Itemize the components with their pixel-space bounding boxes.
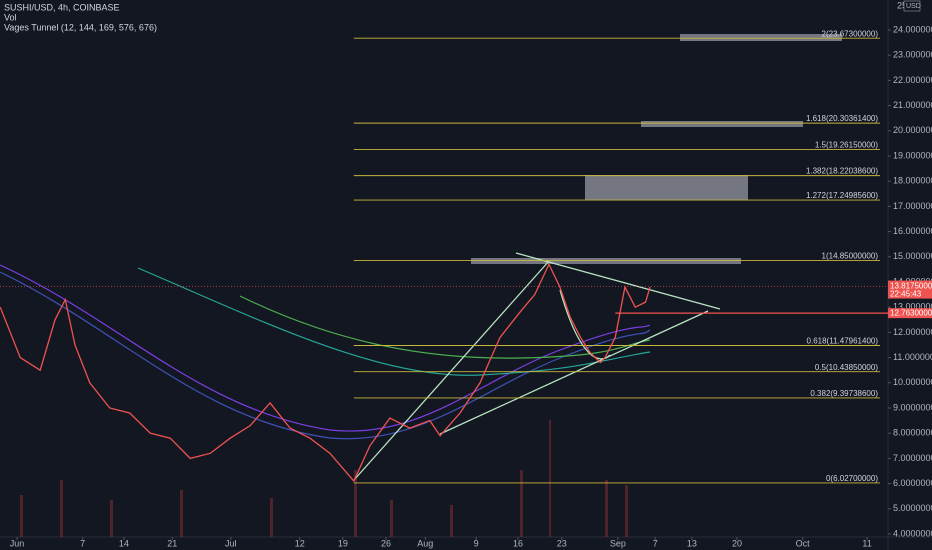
x-tick-label: 21: [167, 538, 177, 548]
y-tick-label: 22.00000000: [893, 75, 932, 85]
last-price-label: 13.81750000: [890, 282, 932, 291]
x-tick-label: 16: [513, 538, 523, 548]
x-tick-label: 9: [474, 538, 479, 548]
tunnel-ema: [0, 264, 651, 432]
y-tick-label: 18.00000000: [893, 176, 932, 186]
zone: [641, 121, 803, 127]
currency-badge[interactable]: [903, 0, 921, 12]
x-tick-label: Oct: [796, 538, 811, 548]
x-tick-label: 19: [338, 538, 348, 548]
zone: [585, 175, 748, 200]
volume-bars: [20, 420, 628, 537]
x-tick-label: 12: [295, 538, 305, 548]
y-tick-label: 4.00000000: [893, 528, 932, 538]
x-tick-label: Jul: [225, 538, 237, 548]
fib-label: 0(6.02700000): [826, 474, 878, 483]
y-tick-label: 15.00000000: [893, 251, 932, 261]
fib-label: 1.5(19.26150000): [815, 141, 879, 150]
tunnel-ema: [239, 295, 651, 359]
y-tick-label: 13.00000000: [893, 302, 932, 312]
x-tick-label: 23: [557, 538, 567, 548]
y-tick-label: 16.00000000: [893, 226, 932, 236]
last-price-tag: [888, 280, 932, 299]
x-tick-label: 7: [80, 538, 85, 548]
y-tick-label: 7.00000000: [893, 453, 932, 463]
volume-label: Vol: [4, 12, 17, 22]
y-tick-label: 10.00000000: [893, 377, 932, 387]
y-tick-label: 9.00000000: [893, 402, 932, 412]
zone: [680, 34, 842, 41]
y-tick-label: 12.00000000: [893, 327, 932, 337]
indicator-label: Vages Tunnel (12, 144, 169, 576, 676): [4, 22, 157, 32]
fib-label: 1(14.85000000): [822, 252, 879, 261]
price-line: [0, 262, 651, 483]
pattern-curve: [559, 289, 611, 360]
y-tick-label: 20.00000000: [893, 125, 932, 135]
trendline: [439, 310, 709, 435]
y-tick-label: 23.00000000: [893, 50, 932, 60]
level-label: 12.76300000: [890, 308, 932, 317]
fib-label: 0.382(9.39738600): [810, 389, 878, 398]
level-tag: [888, 308, 932, 319]
fib-label: 1.618(20.30361400): [806, 114, 878, 123]
fib-label: 2(23.67300000): [822, 29, 879, 38]
y-tick-label: 8.00000000: [893, 428, 932, 438]
x-tick-label: 13: [687, 538, 697, 548]
currency[interactable]: USD: [906, 3, 921, 10]
y-tick-label: 6.00000000: [893, 478, 932, 488]
y-tick-label: 5.00000000: [893, 503, 932, 513]
y-tick-label: 19.00000000: [893, 150, 932, 160]
x-tick-label: 20: [732, 538, 742, 548]
x-tick-label: 7: [653, 538, 658, 548]
y-tick-label: 11.00000000: [893, 352, 932, 362]
x-tick-label: 11: [862, 538, 871, 548]
y-tick-label: 21.00000000: [893, 100, 932, 110]
fib-label: 0.5(10.43850000): [815, 363, 879, 372]
x-tick-label: 26: [381, 538, 391, 548]
trendline: [353, 260, 550, 481]
x-tick-label: Aug: [417, 538, 433, 548]
x-tick-label: 14: [119, 538, 129, 548]
trendline: [515, 252, 721, 310]
symbol: SUSHI/USD, 4h, COINBASE: [4, 2, 120, 12]
countdown: 22:45:43: [890, 290, 922, 299]
fib-label: 1.382(18.22038600): [806, 167, 878, 176]
y-tick-label: 24.00000000: [893, 24, 932, 34]
tunnel-ema: [0, 271, 651, 440]
fib-label: 0.618(11.47961400): [807, 337, 879, 346]
y-tick-label: 17.00000000: [893, 201, 932, 211]
x-tick-label: Sep: [610, 538, 626, 548]
fib-label: 1.272(17.24985600): [806, 191, 878, 200]
x-tick-label: Jun: [10, 538, 25, 548]
